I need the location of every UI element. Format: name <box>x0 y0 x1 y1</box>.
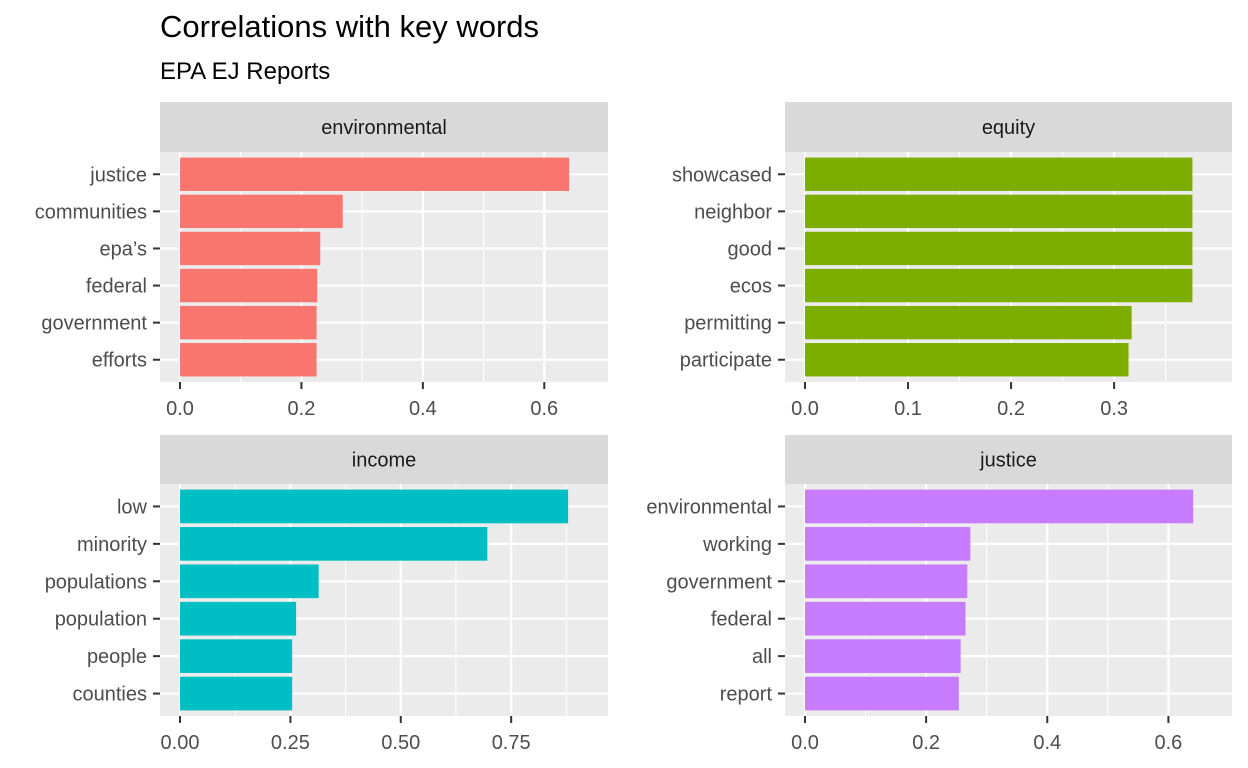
bar-environmental-1 <box>180 194 343 229</box>
facet-panel-environmental: environmental justice communities epa’s fede… <box>35 102 608 420</box>
x-tick-label: 0.00 <box>161 732 200 754</box>
facet-panel-equity: equity showcased neighbor good ecos permittin… <box>672 102 1232 420</box>
category-label: counties <box>73 684 148 706</box>
bar-equity-4 <box>805 305 1132 340</box>
category-label: environmental <box>646 496 772 518</box>
category-label: epa’s <box>100 238 147 260</box>
category-label: report <box>720 684 773 706</box>
category-label: ecos <box>730 276 772 298</box>
category-label: low <box>117 496 148 518</box>
category-label: working <box>702 534 772 556</box>
x-tick-label: 0.4 <box>409 398 437 420</box>
bar-justice-3 <box>805 601 966 636</box>
facet-strip <box>160 435 608 484</box>
x-tick-label: 0.0 <box>791 398 819 420</box>
facet-strip <box>785 435 1232 484</box>
category-label: good <box>728 238 773 260</box>
bar-equity-0 <box>805 157 1193 191</box>
x-tick-label: 0.4 <box>1033 732 1061 754</box>
bar-income-3 <box>180 601 297 636</box>
category-label: populations <box>45 571 147 593</box>
x-tick-label: 0.0 <box>166 398 194 420</box>
x-tick-label: 0.2 <box>997 398 1025 420</box>
category-label: all <box>752 646 772 668</box>
bar-environmental-2 <box>180 231 321 266</box>
bar-income-1 <box>180 527 488 561</box>
facet-strip-label: justice <box>979 450 1037 472</box>
bar-income-5 <box>180 676 293 711</box>
bar-justice-4 <box>805 639 961 673</box>
category-label: neighbor <box>694 201 772 223</box>
x-tick-label: 0.25 <box>271 732 310 754</box>
bar-environmental-0 <box>180 157 570 191</box>
x-tick-label: 0.2 <box>288 398 316 420</box>
category-label: people <box>87 646 147 668</box>
chart-subtitle: EPA EJ Reports <box>160 58 331 85</box>
category-label: federal <box>86 276 147 298</box>
category-label: permitting <box>684 313 772 335</box>
bar-equity-1 <box>805 194 1193 229</box>
bar-justice-5 <box>805 676 959 711</box>
x-tick-label: 0.2 <box>912 732 940 754</box>
category-label: efforts <box>92 350 147 372</box>
bar-income-2 <box>180 564 319 599</box>
category-label: participate <box>680 350 772 372</box>
bar-equity-3 <box>805 268 1193 303</box>
bar-justice-1 <box>805 527 971 561</box>
category-label: government <box>666 571 772 593</box>
bar-justice-2 <box>805 564 968 599</box>
facet-strip-label: equity <box>982 117 1035 139</box>
x-tick-label: 0.3 <box>1100 398 1128 420</box>
facet-strip <box>160 102 608 152</box>
x-tick-label: 0.75 <box>492 732 531 754</box>
bar-environmental-5 <box>180 343 317 377</box>
x-tick-label: 0.50 <box>381 732 420 754</box>
x-tick-label: 0.0 <box>791 732 819 754</box>
bar-justice-0 <box>805 489 1194 524</box>
x-tick-label: 0.1 <box>894 398 922 420</box>
bar-income-0 <box>180 489 569 524</box>
category-label: justice <box>89 164 147 186</box>
x-tick-label: 0.6 <box>1154 732 1182 754</box>
facet-strip-label: environmental <box>321 117 447 139</box>
chart-title: Correlations with key words <box>160 9 540 44</box>
category-label: minority <box>77 534 147 556</box>
bar-environmental-4 <box>180 305 317 340</box>
facet-panel-justice: justice environmental working government fed… <box>646 435 1232 754</box>
bar-equity-2 <box>805 231 1193 266</box>
bar-environmental-3 <box>180 268 318 303</box>
category-label: communities <box>35 201 147 223</box>
facet-strip <box>785 102 1232 152</box>
facet-panel-income: income low minority populations population pe… <box>45 435 608 754</box>
bar-equity-5 <box>805 343 1129 377</box>
facet-strip-label: income <box>352 450 416 472</box>
bar-income-4 <box>180 639 293 673</box>
category-label: government <box>41 313 147 335</box>
category-label: federal <box>711 609 772 631</box>
category-label: population <box>55 609 147 631</box>
category-label: showcased <box>672 164 772 186</box>
x-tick-label: 0.6 <box>530 398 558 420</box>
